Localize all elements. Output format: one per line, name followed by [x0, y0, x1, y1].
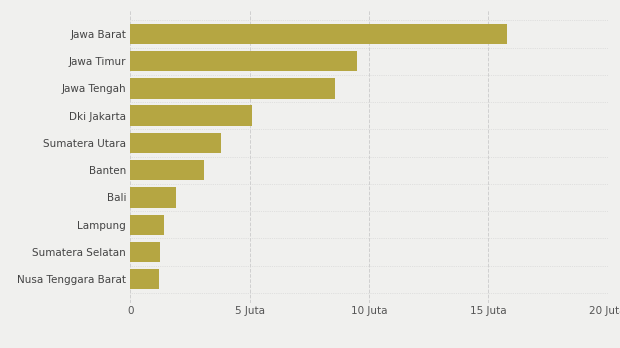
Bar [130, 187, 175, 208]
Bar [130, 51, 357, 71]
Bar [130, 160, 204, 181]
Bar [130, 214, 164, 235]
Bar [130, 78, 335, 99]
Bar [130, 133, 221, 153]
Bar [130, 105, 252, 126]
Bar [130, 24, 507, 44]
Bar [130, 242, 160, 262]
Bar [130, 269, 159, 290]
